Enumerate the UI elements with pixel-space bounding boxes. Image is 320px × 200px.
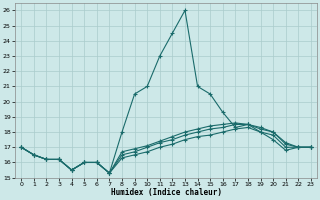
X-axis label: Humidex (Indice chaleur): Humidex (Indice chaleur) [111,188,221,197]
